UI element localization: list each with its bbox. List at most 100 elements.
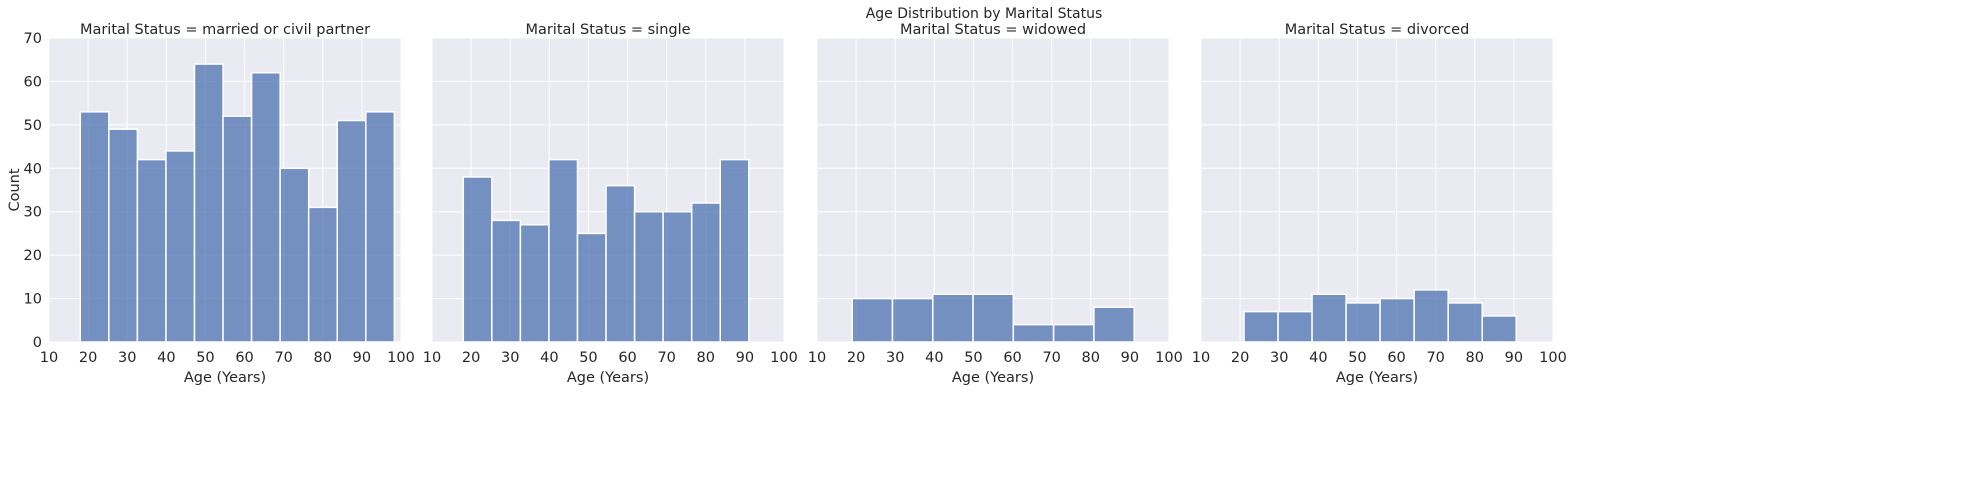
x-tick-label: 60 (1387, 350, 1405, 366)
x-tick-label: 70 (657, 350, 675, 366)
x-tick-label: 90 (736, 350, 754, 366)
y-tick-label: 0 (33, 335, 42, 351)
chart-title: Age Distribution by Marital Status (866, 6, 1103, 22)
panel-title: Marital Status = married or civil partne… (80, 22, 370, 38)
x-axis-label: Age (Years) (567, 370, 649, 386)
panel-title: Marital Status = divorced (1285, 22, 1470, 38)
x-tick-label: 30 (886, 350, 904, 366)
x-tick-label: 100 (387, 350, 415, 366)
histogram-bar (165, 150, 196, 343)
x-tick-label: 80 (697, 350, 715, 366)
y-tick-label: 10 (24, 292, 42, 308)
x-tick-label: 50 (964, 350, 982, 366)
x-tick-label: 60 (235, 350, 253, 366)
panel-title: Marital Status = widowed (900, 22, 1086, 38)
facet-panel: Marital Status = married or civil partne… (24, 22, 415, 386)
x-tick-label: 70 (274, 350, 292, 366)
histogram-bar (222, 115, 253, 343)
x-tick-label: 20 (462, 350, 480, 366)
y-tick-label: 20 (24, 248, 42, 264)
histogram-bar (136, 158, 167, 343)
x-tick-label: 20 (79, 350, 97, 366)
x-tick-label: 10 (40, 350, 58, 366)
x-tick-label: 100 (770, 350, 798, 366)
histogram-bar (932, 293, 974, 343)
facet-panel: Marital Status = divorced 10 20 30 40 50 60 70 8… (1192, 22, 1567, 386)
histogram-bar (690, 202, 721, 343)
histogram-bar (1447, 302, 1483, 343)
histogram-bar (633, 210, 664, 343)
x-tick-label: 30 (1270, 350, 1288, 366)
facet-panel: Marital Status = single 10 20 30 40 50 60 70 80 9… (423, 22, 798, 386)
y-axis-label: Count (7, 168, 23, 211)
plot-background (1201, 38, 1553, 342)
histogram-bar (1379, 297, 1415, 343)
histogram-bar (108, 128, 139, 343)
histogram-bar (1311, 293, 1347, 343)
x-tick-label: 20 (847, 350, 865, 366)
histogram-bar (79, 111, 110, 343)
y-tick-label: 70 (24, 31, 42, 47)
x-tick-label: 80 (1466, 350, 1484, 366)
y-tick-label: 30 (24, 205, 42, 221)
histogram-bar (1345, 302, 1381, 343)
histogram-bar (193, 63, 224, 343)
x-tick-label: 60 (618, 350, 636, 366)
histogram-bar (1243, 310, 1279, 343)
histogram-bar (336, 119, 367, 343)
histogram-bar (491, 219, 522, 343)
y-tick-label: 40 (24, 161, 42, 177)
histogram-bar (365, 111, 396, 343)
histogram-bar (1277, 310, 1313, 343)
x-tick-label: 90 (1121, 350, 1139, 366)
x-tick-label: 70 (1426, 350, 1444, 366)
x-tick-label: 10 (1192, 350, 1210, 366)
x-tick-label: 50 (196, 350, 214, 366)
histogram-bar (972, 293, 1015, 343)
x-tick-label: 40 (540, 350, 558, 366)
x-tick-label: 20 (1231, 350, 1249, 366)
histogram-bar (719, 158, 750, 343)
facet-panel: Marital Status = widowed 10 20 30 40 50 60 70 80… (808, 22, 1183, 386)
histogram-bar (279, 167, 310, 343)
x-tick-label: 10 (808, 350, 826, 366)
histogram-bar (1481, 315, 1517, 343)
x-tick-label: 90 (353, 350, 371, 366)
x-tick-label: 60 (1003, 350, 1021, 366)
y-tick-label: 50 (24, 118, 42, 134)
x-tick-label: 40 (925, 350, 943, 366)
x-tick-label: 70 (1042, 350, 1060, 366)
histogram-bar (1052, 323, 1095, 343)
x-tick-label: 40 (1309, 350, 1327, 366)
x-axis-label: Age (Years) (184, 370, 266, 386)
histogram-bar (1413, 289, 1449, 343)
histogram-bar (548, 158, 579, 343)
x-tick-label: 30 (501, 350, 519, 366)
histogram-bar (662, 210, 693, 343)
plot-background (817, 38, 1169, 342)
x-axis-label: Age (Years) (952, 370, 1034, 386)
histogram-bar (851, 297, 894, 343)
histogram-bar (250, 71, 281, 343)
x-tick-label: 50 (579, 350, 597, 366)
x-tick-label: 50 (1348, 350, 1366, 366)
x-tick-label: 80 (1082, 350, 1100, 366)
histogram-bar (307, 206, 338, 343)
x-tick-label: 10 (423, 350, 441, 366)
histogram-bar (605, 184, 636, 343)
x-tick-label: 30 (118, 350, 136, 366)
histogram-bar (462, 176, 493, 343)
histogram-bar (519, 223, 550, 343)
x-tick-label: 90 (1505, 350, 1523, 366)
x-tick-label: 80 (314, 350, 332, 366)
histogram-bar (1012, 323, 1055, 343)
panel-title: Marital Status = single (525, 22, 690, 38)
histogram-bar (891, 297, 934, 343)
x-tick-label: 40 (157, 350, 175, 366)
panels-group: Marital Status = married or civil partne… (24, 22, 1567, 386)
histogram-bar (1093, 306, 1135, 343)
histogram-bar (576, 232, 607, 343)
x-tick-label: 100 (1539, 350, 1567, 366)
x-tick-label: 100 (1155, 350, 1183, 366)
